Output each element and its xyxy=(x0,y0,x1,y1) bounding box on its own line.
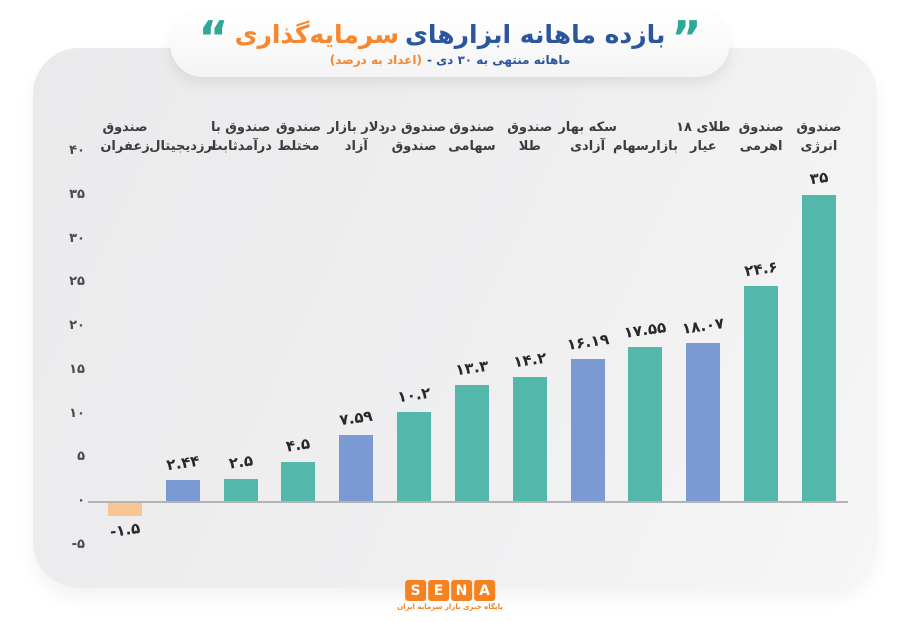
bar-value-label: ۳۵ xyxy=(808,167,830,188)
category-label-line: مختلط xyxy=(277,139,320,154)
sena-logo-tagline: پایگاه خبری بازار سرمایه ایران xyxy=(397,603,503,611)
category-label-line: صندوق xyxy=(391,139,437,154)
category-label-line: عیار xyxy=(690,139,717,154)
y-axis-tick: ۱۰ xyxy=(69,405,85,421)
bar xyxy=(512,376,547,501)
bar-value-label: ۱۰.۲ xyxy=(396,383,432,406)
bar xyxy=(108,503,142,517)
category-label: صندوق با درآمدثابت xyxy=(181,92,301,156)
title-accent: سرمایه‌گذاری xyxy=(234,20,399,49)
bar-value-label: ۱۸.۰۷ xyxy=(681,314,726,338)
bar xyxy=(570,359,605,501)
category-label-line: بازارسهام xyxy=(612,139,678,154)
y-axis-tick: -۵ xyxy=(71,536,85,552)
category-label-line: صندوق xyxy=(102,120,148,135)
subtitle-unit: (اعداد به درصد) xyxy=(329,53,422,67)
zero-baseline xyxy=(88,501,848,503)
open-quote-icon: ” xyxy=(671,11,702,66)
bar-value-label: ۲۴.۶ xyxy=(743,257,779,280)
bar-value-label: -۱.۵ xyxy=(108,519,142,542)
category-label-line: صندوق xyxy=(449,120,495,135)
bar xyxy=(454,384,489,501)
category-label-line: صندوق xyxy=(796,120,842,135)
close-quote-icon: “ xyxy=(198,11,229,66)
bar-value-label: ۴.۵ xyxy=(285,434,312,456)
category-label-line: سهامی xyxy=(448,139,496,154)
bar xyxy=(223,479,258,501)
y-axis-tick: ۴۰ xyxy=(69,143,85,158)
y-axis-tick: ۲۵ xyxy=(69,274,85,290)
category-label: صندوق اهرمی xyxy=(701,92,821,156)
category-label-line: صندوق xyxy=(738,120,784,135)
category-label-line: ارزدیجیتال xyxy=(149,139,217,154)
category-label: صندوق سهامی xyxy=(412,92,532,156)
category-label: صندوق انرژی xyxy=(759,92,879,156)
category-label: صندوق مختلط xyxy=(238,92,358,156)
y-axis-tick: ۳۵ xyxy=(69,186,85,202)
sena-logo-letter-tile: E xyxy=(428,580,449,601)
chart-header: ” بازده ماهانه ابزارهای سرمایه‌گذاری “ م… xyxy=(170,11,730,77)
bar xyxy=(165,479,200,501)
bar xyxy=(801,194,836,501)
bar xyxy=(397,411,432,501)
sena-logo-letter-tile: N xyxy=(451,580,472,601)
category-label: ارزدیجیتال xyxy=(123,92,243,156)
category-label: طلای ۱۸ عیار xyxy=(643,92,763,156)
bar xyxy=(339,434,374,501)
page-title: ” بازده ماهانه ابزارهای سرمایه‌گذاری “ xyxy=(198,11,702,66)
chart-subtitle: ماهانه منتهی به ۳۰ دی - (اعداد به درصد) xyxy=(198,53,701,67)
category-label-line: دلار بازار xyxy=(327,120,386,135)
bar xyxy=(281,461,316,501)
y-axis-tick: ۵ xyxy=(77,449,85,465)
category-label: صندوق طلا xyxy=(470,92,590,156)
category-label: سکه بهار آزادی xyxy=(528,92,648,156)
category-label-line: آزادی xyxy=(570,139,606,154)
title-main: بازده ماهانه ابزارهای xyxy=(405,20,666,49)
y-axis-tick: ۲۰ xyxy=(69,318,85,333)
y-axis-tick: ۱۵ xyxy=(69,361,85,377)
category-label: بازارسهام xyxy=(585,92,705,156)
y-axis-tick: ۰ xyxy=(77,493,85,508)
y-axis-tick: ۳۰ xyxy=(69,230,85,246)
category-label-line: آزاد xyxy=(344,139,368,154)
sena-logo-letter-tile: A xyxy=(474,580,495,601)
bar xyxy=(686,342,721,501)
bar xyxy=(744,285,779,501)
category-label-line: طلای ۱۸ xyxy=(676,120,731,135)
category-label-line: صندوق xyxy=(275,120,322,135)
category-label-line: زعفران xyxy=(100,139,150,154)
category-label-line: طلا xyxy=(518,139,541,154)
category-label-line: صندوق در xyxy=(382,120,447,135)
category-label-line: صندوق xyxy=(507,120,553,135)
category-label: صندوق زعفران xyxy=(65,92,185,156)
category-label-line: سکه بهار xyxy=(558,120,617,135)
category-label-line: صندوق با xyxy=(210,120,271,135)
sena-logo-letter-tile: S xyxy=(405,580,426,601)
category-label-line: اهرمی xyxy=(739,139,783,154)
category-label-line: انرژی xyxy=(800,139,838,154)
category-label: دلار بازار آزاد xyxy=(296,92,416,156)
bar xyxy=(628,347,663,501)
subtitle-period: ماهانه منتهی به ۳۰ دی - xyxy=(426,53,571,67)
category-label-line: درآمدثابت xyxy=(209,139,272,154)
category-label: صندوق در صندوق xyxy=(354,92,474,156)
chart-area: ۴۰ ۳۵ ۳۰ ۲۵ ۲۰ ۱۵ ۱۰ ۵ ۰ -۵ صندوق زعفران -۱.۵ ارزدیجی… xyxy=(33,48,877,588)
